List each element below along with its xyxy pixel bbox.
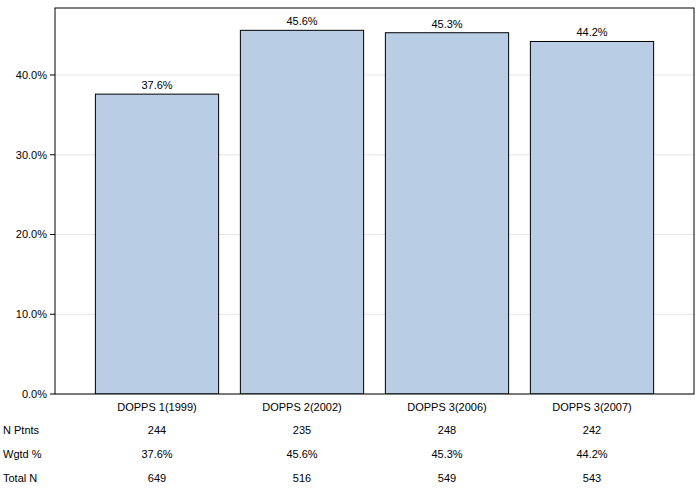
y-tick [50,234,55,235]
x-tick-label: DOPPS 1(1999) [117,401,196,413]
y-tick [50,314,55,315]
bar [95,94,218,394]
chart-container: 0.0% 10.0% 20.0% 30.0% 40.0% 37.6% 45.6% 45.3% 4… [0,0,700,500]
bars [95,30,653,394]
data-label: 37.6% [141,79,172,91]
table-row-label: Wgtd % [3,448,42,460]
y-tick-label: 30.0% [16,149,47,161]
chart-svg: 0.0% 10.0% 20.0% 30.0% 40.0% 37.6% 45.6% 45.3% 4… [0,0,700,500]
table-cell: 549 [438,472,456,484]
y-tick-label: 10.0% [16,308,47,320]
table-cell: 543 [583,472,601,484]
table-cell: 244 [148,424,166,436]
y-tick [50,154,55,155]
data-label: 44.2% [576,26,607,38]
table-cell: 242 [583,424,601,436]
table-row-label: N Ptnts [3,424,40,436]
table-row-label: Total N [3,472,37,484]
x-tick-label: DOPPS 3(2006) [407,401,486,413]
table-cell: 516 [293,472,311,484]
table-cell: 235 [293,424,311,436]
table-cell: 649 [148,472,166,484]
bar [530,41,653,394]
bar [385,33,508,394]
table-cell: 45.6% [286,448,317,460]
y-tick [50,74,55,75]
table-cell: 248 [438,424,456,436]
background [0,0,700,500]
y-tick-label: 20.0% [16,228,47,240]
bar [240,30,363,394]
y-tick-label: 0.0% [22,388,47,400]
table-cell: 45.3% [431,448,462,460]
y-tick-label: 40.0% [16,69,47,81]
x-tick-label: DOPPS 2(2002) [262,401,341,413]
y-tick [50,394,55,395]
plot-frame [55,8,694,394]
table-cell: 37.6% [141,448,172,460]
data-label: 45.3% [431,18,462,30]
table-cell: 44.2% [576,448,607,460]
x-tick-label: DOPPS 3(2007) [552,401,631,413]
data-label: 45.6% [286,15,317,27]
